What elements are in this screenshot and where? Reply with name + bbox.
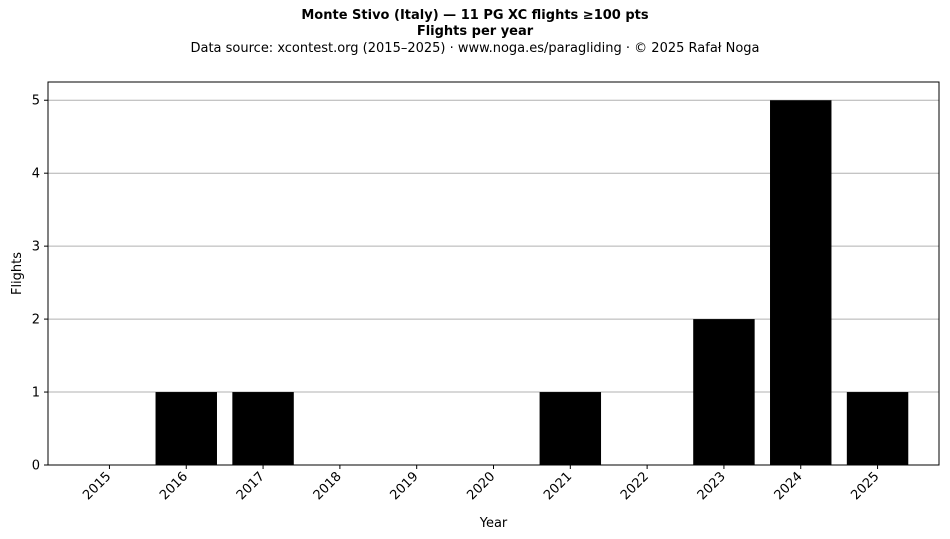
chart-title: Monte Stivo (Italy) — 11 PG XC flights ≥… [301, 8, 649, 23]
y-tick-label: 5 [32, 94, 40, 109]
bars [155, 100, 909, 465]
x-axis: 2015 2016 2017 2018 2019 2020 2021 2022 2023 2024… [80, 465, 882, 503]
bar [770, 100, 832, 465]
chart-subtitle: Flights per year [416, 24, 534, 39]
bar [539, 392, 602, 465]
x-tick-label: 2015 [80, 469, 114, 503]
y-tick-label: 1 [32, 386, 40, 401]
bar [693, 319, 755, 465]
bar [155, 392, 217, 465]
y-tick-label: 4 [32, 167, 40, 182]
bar [846, 392, 909, 465]
x-tick-label: 2021 [541, 469, 575, 503]
bar [232, 392, 294, 465]
y-tick-label: 0 [32, 459, 40, 474]
chart-source-line: Data source: xcontest.org (2015–2025) · … [190, 41, 760, 56]
chart-titles: Monte Stivo (Italy) — 11 PG XC flights ≥… [0, 8, 950, 57]
y-tick-label: 3 [32, 240, 40, 255]
x-tick-label: 2022 [618, 469, 652, 503]
x-tick-label: 2018 [311, 469, 345, 503]
x-tick-label: 2025 [848, 469, 882, 503]
x-tick-label: 2024 [772, 469, 806, 503]
y-axis: 0 1 2 3 4 5 [32, 94, 48, 474]
x-tick-label: 2023 [695, 469, 729, 503]
y-axis-label: Flights [10, 252, 25, 295]
x-tick-label: 2017 [234, 469, 268, 503]
x-tick-label: 2020 [464, 469, 498, 503]
x-tick-label: 2016 [157, 469, 191, 503]
y-tick-label: 2 [32, 313, 40, 328]
x-tick-label: 2019 [388, 469, 422, 503]
x-axis-label: Year [479, 516, 508, 531]
